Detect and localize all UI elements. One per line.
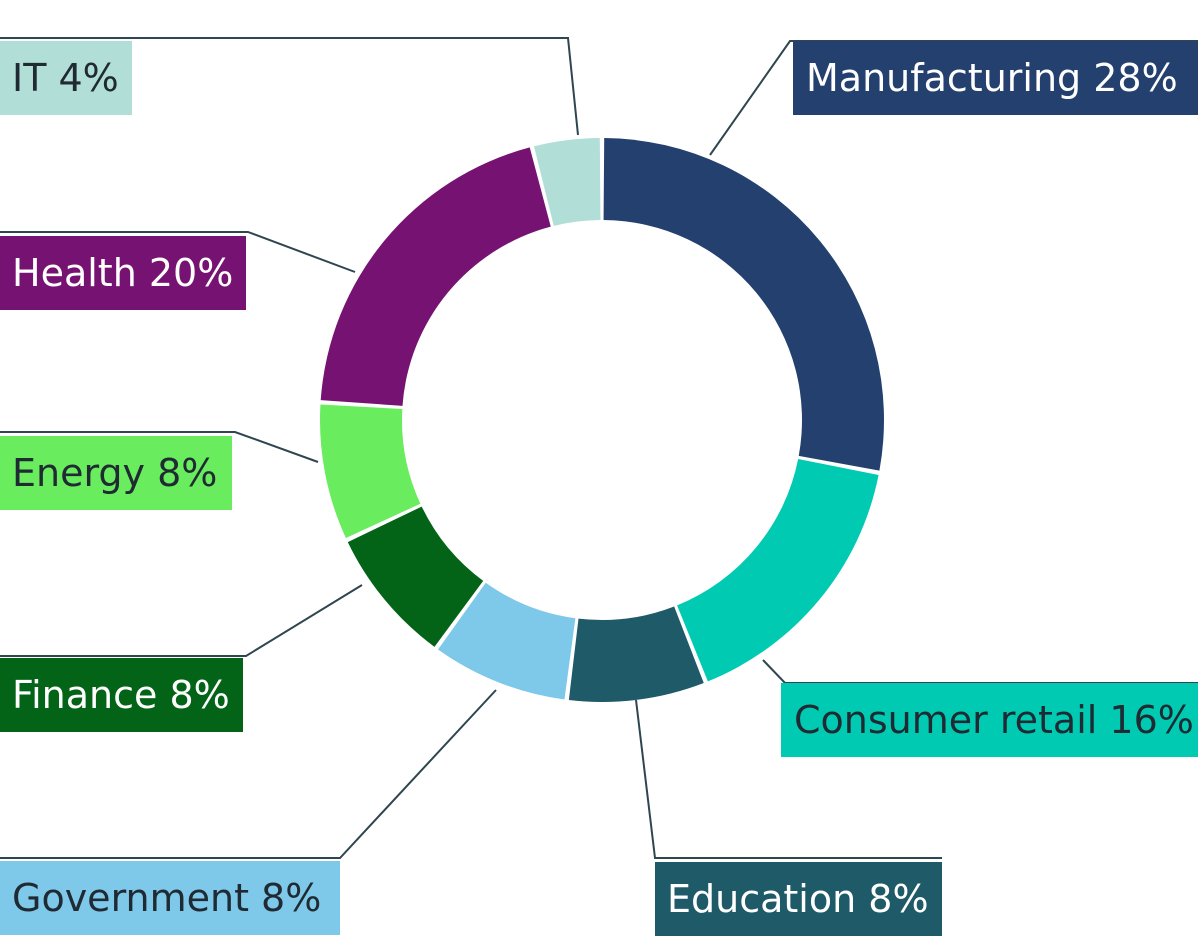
- slice-labels: Manufacturing 28% Consumer retail 16% Educ…: [0, 41, 1198, 936]
- label-text-finance: Finance 8%: [12, 673, 230, 717]
- slice-energy: [320, 404, 421, 539]
- label-box-manufacturing: [793, 41, 1198, 115]
- label-box-it: [0, 41, 132, 115]
- leader-line-consumer-retail: [762, 659, 1198, 684]
- slice-government: [438, 582, 576, 700]
- slice-manufacturing: [603, 138, 885, 471]
- label-text-manufacturing: Manufacturing 28%: [806, 56, 1178, 100]
- label-box-finance: [0, 658, 243, 732]
- label-text-it: IT 4%: [12, 56, 119, 100]
- label-box-energy: [0, 436, 232, 510]
- leader-line-energy: [0, 431, 319, 463]
- label-box-government: [0, 861, 340, 935]
- label-text-education: Education 8%: [667, 877, 929, 921]
- slice-finance: [347, 506, 484, 647]
- chart-slices: [320, 138, 885, 702]
- slice-health: [320, 147, 551, 406]
- leader-line-it: [0, 37, 579, 136]
- leader-line-health: [0, 231, 356, 273]
- leader-line-government: [0, 689, 497, 859]
- label-text-energy: Energy 8%: [12, 451, 217, 495]
- label-box-health: [0, 236, 246, 310]
- slice-it: [534, 138, 601, 226]
- label-text-government: Government 8%: [12, 876, 321, 920]
- label-text-consumer-retail: Consumer retail 16%: [794, 698, 1194, 742]
- label-box-consumer-retail: [781, 683, 1198, 757]
- slice-consumer-retail: [677, 459, 879, 682]
- leader-line-finance: [0, 584, 363, 657]
- slice-education: [568, 606, 704, 702]
- label-box-education: [655, 862, 942, 936]
- leader-line-education: [635, 699, 942, 859]
- label-text-health: Health 20%: [12, 251, 233, 295]
